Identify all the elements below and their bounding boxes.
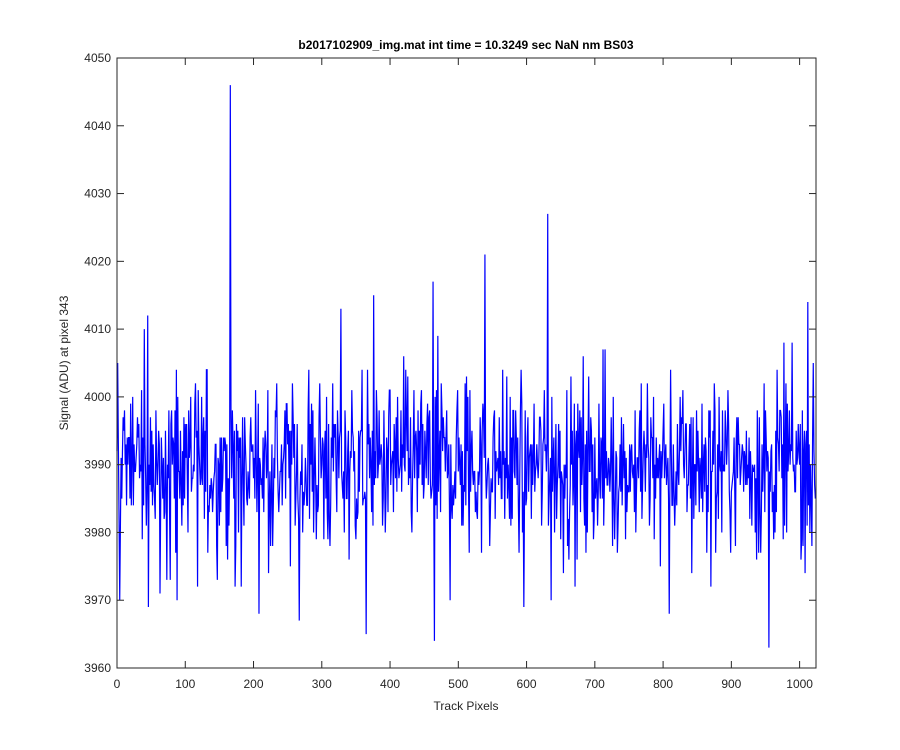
x-tick-label: 400	[380, 677, 400, 691]
x-tick-label: 500	[448, 677, 468, 691]
x-tick-label: 700	[585, 677, 605, 691]
x-tick-label: 300	[312, 677, 332, 691]
plot-area	[116, 57, 817, 669]
x-tick-label: 600	[517, 677, 537, 691]
y-tick-label: 4000	[84, 390, 111, 404]
y-axis-ticks: 3960 3970 3980 3990 4000 4010 4020 4030 4040 4050	[84, 51, 816, 675]
y-tick-label: 4040	[84, 119, 111, 133]
y-tick-label: 4030	[84, 187, 111, 201]
y-tick-label: 3990	[84, 458, 111, 472]
y-tick-label: 3980	[84, 525, 111, 539]
x-axis-label: Track Pixels	[434, 699, 499, 713]
x-tick-label: 800	[653, 677, 673, 691]
y-tick-label: 4050	[84, 51, 111, 65]
plot-background	[117, 58, 816, 668]
plot-frame	[116, 57, 817, 669]
signal-series-line	[116, 85, 816, 648]
y-tick-label: 4010	[84, 322, 111, 336]
x-tick-label: 0	[114, 677, 121, 691]
x-tick-label: 100	[175, 677, 195, 691]
y-tick-label: 3960	[84, 661, 111, 675]
y-tick-label: 4020	[84, 254, 111, 268]
y-axis-label: Signal (ADU) at pixel 343	[57, 295, 71, 430]
chart-title: b2017102909_img.mat int time = 10.3249 s…	[298, 38, 634, 52]
y-tick-label: 3970	[84, 593, 111, 607]
x-axis-ticks: 0 100 200 300 400 500 600 700 800 900 1000	[114, 58, 813, 691]
x-tick-label: 200	[244, 677, 264, 691]
x-tick-label: 900	[721, 677, 741, 691]
x-tick-label: 1000	[786, 677, 813, 691]
